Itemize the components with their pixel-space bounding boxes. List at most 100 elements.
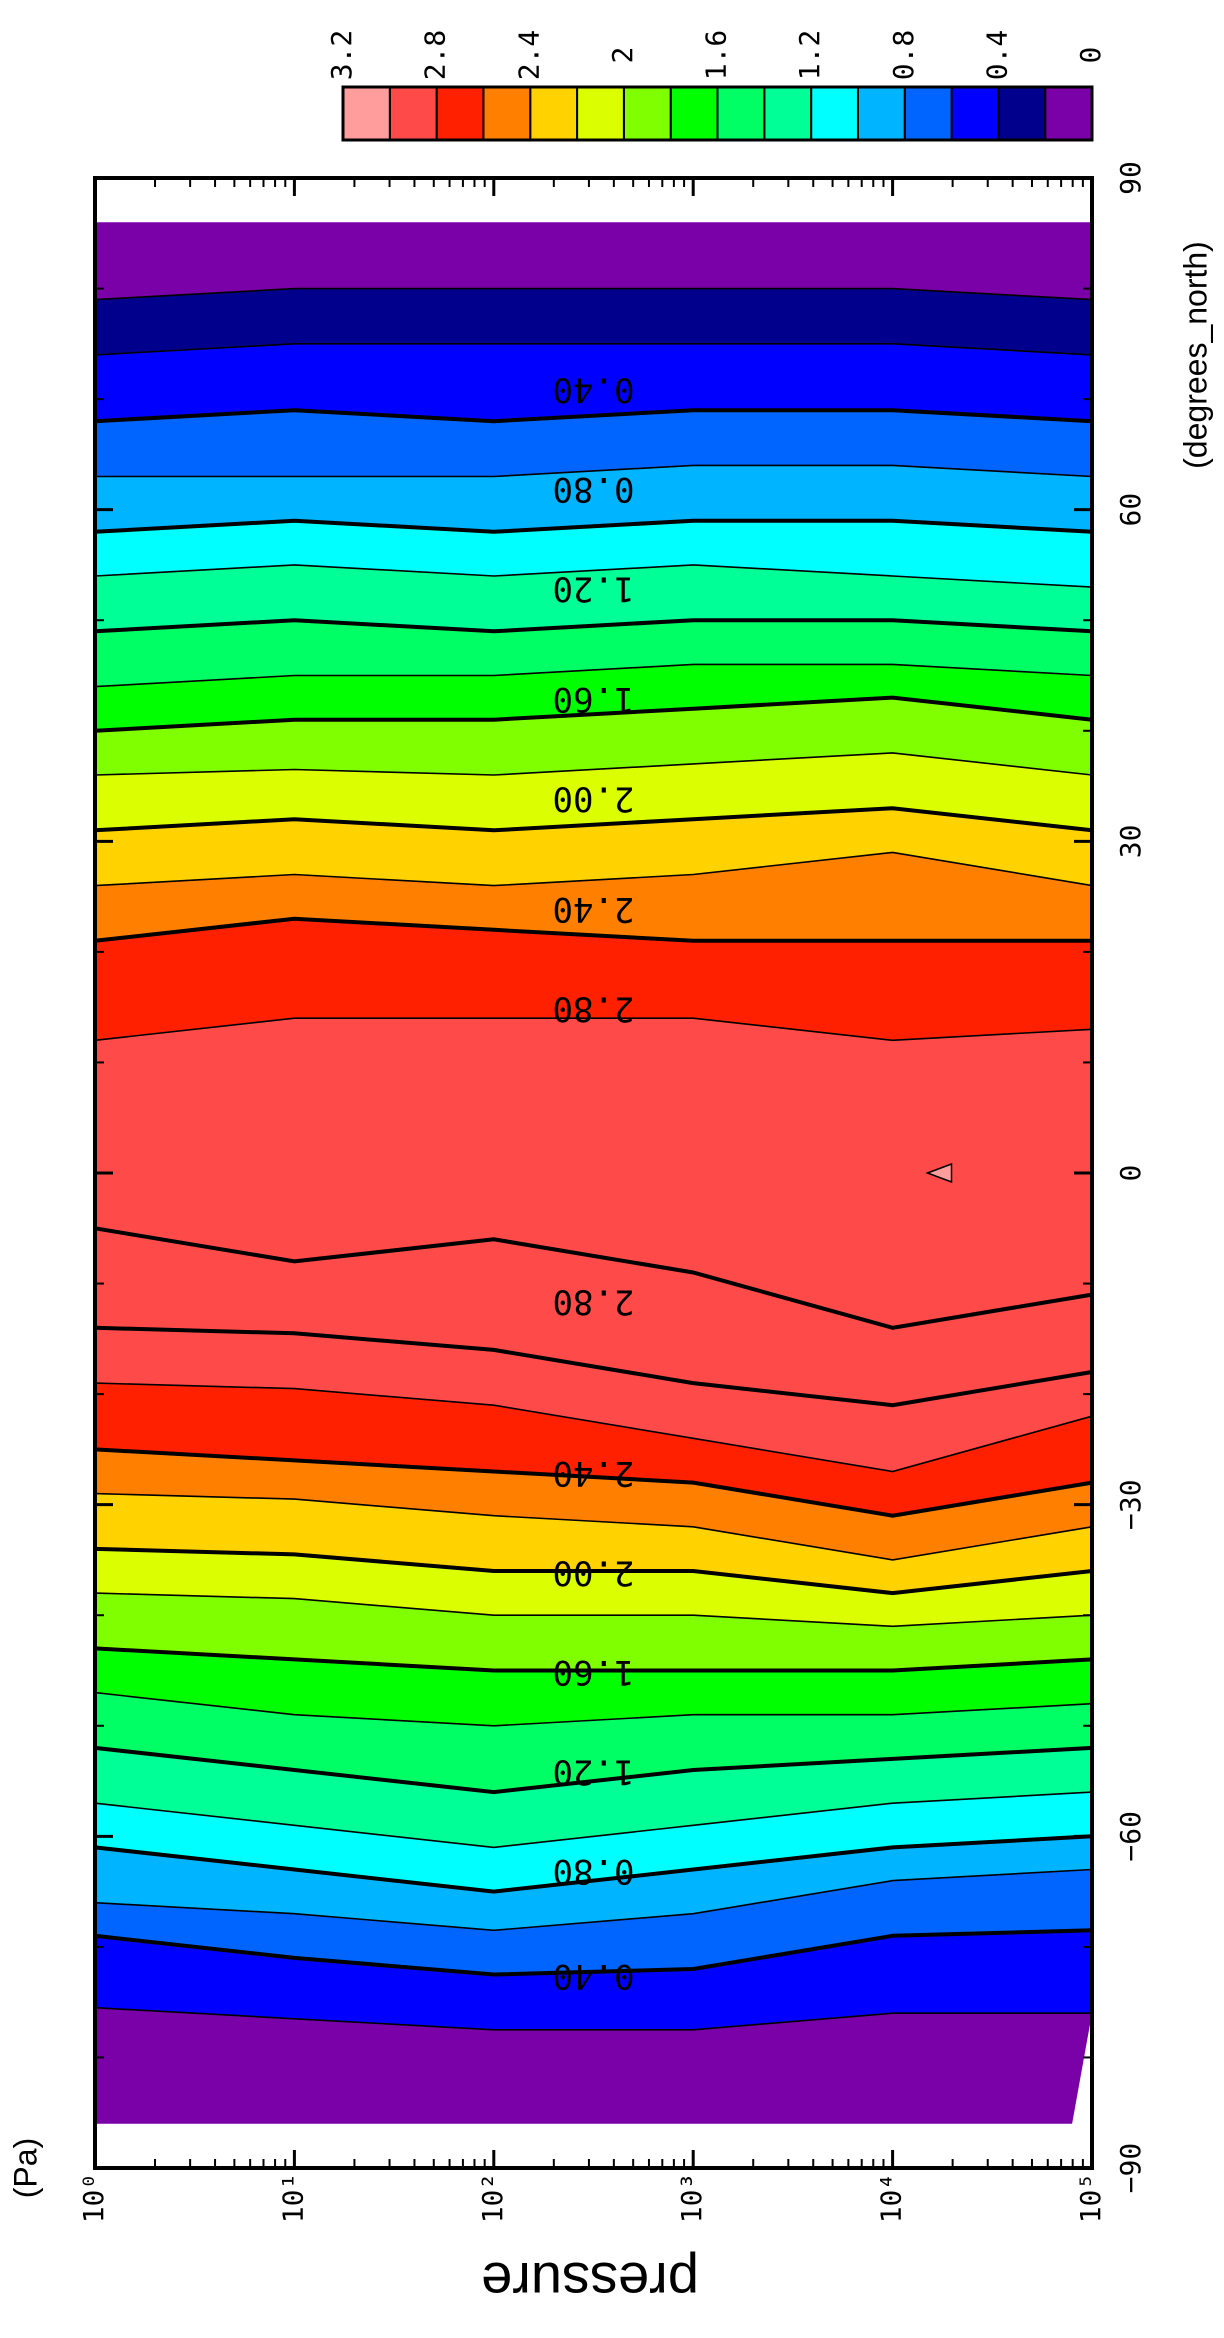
contour-label: 0.40: [553, 370, 635, 410]
plot-area: 0.40 0.80 1.20 1.60 2.00 2.40 2.80 2.80 2.40 2.00…: [93, 176, 1094, 2170]
contour-line: [94, 618, 1093, 634]
contour-line: [94, 1745, 1093, 1795]
contour-line: [94, 518, 1093, 534]
contour-line: [94, 1691, 1093, 1727]
contour-label: 0.80: [553, 469, 635, 509]
contour-line: [94, 2006, 1092, 2031]
band-21: [95, 664, 1092, 731]
contour-label: 0.40: [553, 1956, 635, 1996]
band-0: [95, 2007, 1092, 2124]
band-12: [95, 1383, 1092, 1516]
band-11: [95, 1449, 1092, 1560]
contour-label: 2.00: [553, 1553, 635, 1593]
y-tick-label: 90: [1114, 161, 1147, 195]
contour-line: [94, 1868, 1093, 1932]
contour-line: [94, 287, 1093, 301]
colorbar-frame: [341, 85, 1094, 142]
band-13: [95, 1327, 1092, 1472]
y-unit-label: (degrees_north): [1177, 241, 1213, 469]
contour-line: [94, 752, 1093, 776]
colorbar-swatch: [342, 86, 391, 141]
contour-line: [94, 916, 1092, 943]
band-25: [95, 465, 1092, 532]
contour-label: 2.40: [553, 889, 635, 929]
colorbar-swatch: [622, 86, 672, 141]
colorbar-tick-label: 2.8: [419, 30, 452, 81]
x-tick-label: 10³: [675, 2173, 708, 2224]
x-tick-label: 10²: [476, 2173, 509, 2224]
contour-line: [94, 663, 1093, 688]
colorbar-tick-label: 1.2: [793, 30, 826, 81]
colorbar-swatch: [810, 86, 859, 141]
pink-peak-marker: [925, 1162, 953, 1184]
contour-label: 2.00: [553, 779, 635, 819]
colorbar-tick-label: 2: [606, 47, 639, 64]
colorbar-swatch: [435, 86, 485, 141]
colorbar-swatch: [669, 86, 719, 141]
y-tick-label: −60: [1114, 1811, 1147, 1862]
colorbar-tick-label: 2.4: [512, 30, 545, 81]
colorbar-swatch: [903, 86, 953, 141]
band-27: [95, 343, 1092, 422]
band-3: [95, 1836, 1092, 1931]
band-10: [95, 1493, 1092, 1594]
contour-line: [94, 1928, 1093, 1977]
colorbar-swatch: [388, 86, 438, 141]
colorbar-swatch: [716, 86, 766, 141]
band-26: [95, 410, 1092, 477]
contour-line: [94, 408, 1093, 424]
contour-line: [94, 1325, 1093, 1408]
x-tick-label: 10⁴: [875, 2173, 908, 2224]
band-8: [95, 1593, 1092, 1671]
contour-label: 1.60: [553, 679, 635, 719]
contour-label: 2.80: [553, 1282, 635, 1322]
contour-label: 2.40: [553, 1453, 635, 1493]
contour-line: [94, 1834, 1093, 1894]
band-9: [95, 1548, 1092, 1627]
colorbar: 0 0.4 0.8 1.2 1.6 2 2.4 2.8 3.2: [325, 30, 1107, 142]
contour-line: [94, 1017, 1093, 1042]
x-tick-label: 10¹: [276, 2173, 309, 2224]
contour-label: 0.80: [553, 1851, 635, 1891]
band-28: [95, 288, 1092, 355]
colorbar-tick-label: 3.2: [325, 30, 358, 81]
colorbar-swatch: [856, 86, 906, 141]
contour-line: [94, 343, 1093, 356]
x-axis: 10⁰ 10¹ 10² 10³ 10⁴ 10⁵: [77, 178, 1107, 2223]
band-4: [95, 1792, 1092, 1892]
colorbar-tick-label: 0: [1074, 47, 1107, 64]
x-tick-label: 10⁰: [77, 2173, 110, 2224]
band-17: [95, 852, 1092, 941]
colorbar-swatch: [1044, 86, 1093, 141]
colorbar-swatch: [950, 86, 1000, 141]
x-axis-title: pressure: [481, 2251, 699, 2314]
band-18: [95, 808, 1092, 886]
contour-label: 2.80: [553, 989, 635, 1029]
contour-line: [94, 1791, 1093, 1849]
band-north-purple: [95, 222, 1092, 300]
colorbar-swatch: [529, 86, 579, 141]
contour-line: [94, 1592, 1093, 1628]
band-22: [95, 620, 1092, 687]
band-23: [95, 564, 1092, 632]
colorbar-tick-label: 1.6: [700, 30, 733, 81]
band-1: [95, 1930, 1092, 2030]
band-19: [95, 752, 1092, 831]
x-tick-label: 10⁵: [1074, 2173, 1107, 2224]
colorbar-swatch: [576, 86, 625, 141]
contour-label: 1.20: [553, 1752, 635, 1792]
colorbar-swatch: [997, 86, 1047, 141]
colorbar-tick-label: 0.8: [887, 30, 920, 81]
contour-line: [94, 1546, 1093, 1596]
contour-label: 1.60: [553, 1652, 635, 1692]
colorbar-tick-label: 0.4: [980, 30, 1013, 81]
contour-line: [94, 1226, 1093, 1330]
contour-line: [94, 1492, 1093, 1561]
colorbar-swatch: [763, 86, 813, 141]
colorbar-swatch: [482, 86, 532, 141]
contour-line: [94, 695, 1093, 733]
band-24: [95, 520, 1092, 588]
band-15: [95, 1018, 1092, 1328]
x-unit-label: (Pa): [7, 2138, 43, 2198]
